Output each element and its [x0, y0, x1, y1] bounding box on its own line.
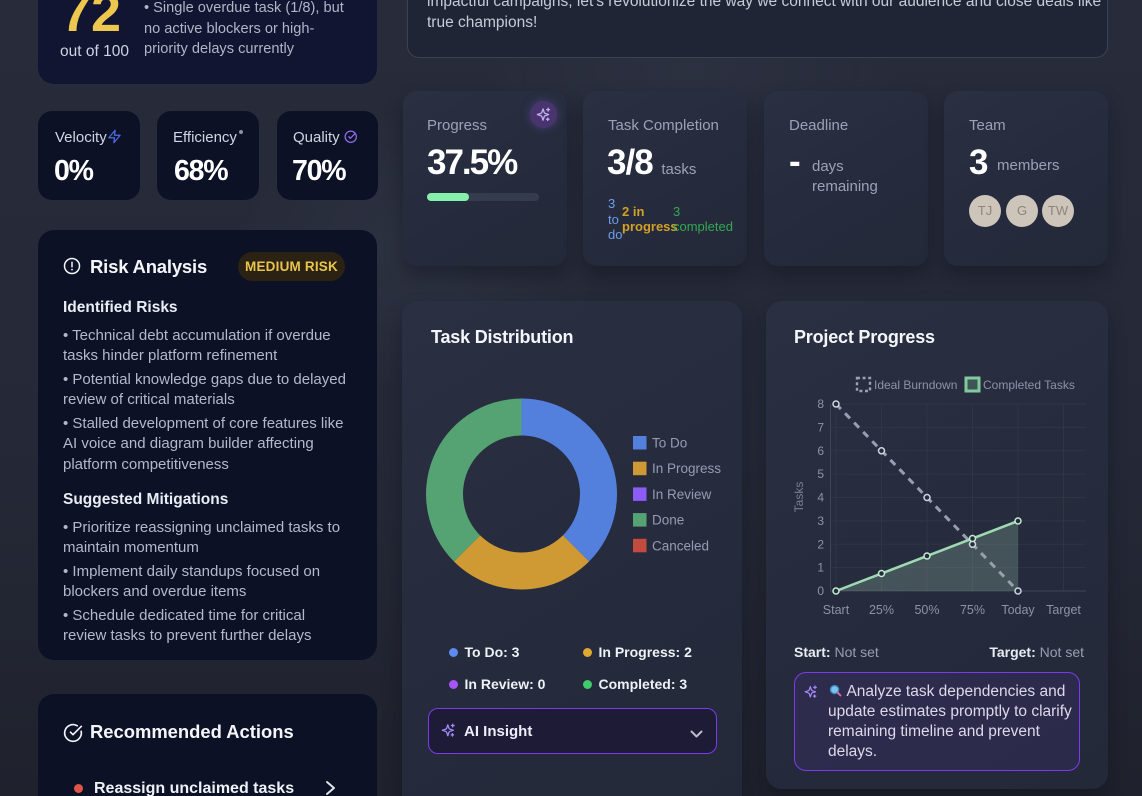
- svg-text:Tasks: Tasks: [792, 482, 806, 513]
- svg-text:7: 7: [817, 420, 824, 434]
- svg-text:To Do: To Do: [652, 436, 687, 451]
- svg-text:Today: Today: [1001, 603, 1035, 617]
- svg-text:25%: 25%: [869, 603, 894, 617]
- svg-text:Completed Tasks: Completed Tasks: [983, 378, 1075, 392]
- svg-text:0: 0: [817, 584, 824, 598]
- svg-text:5: 5: [817, 467, 824, 481]
- svg-text:6: 6: [817, 444, 824, 458]
- svg-text:4: 4: [817, 491, 824, 505]
- svg-text:In Progress: In Progress: [652, 461, 721, 476]
- svg-text:3: 3: [817, 514, 824, 528]
- svg-text:Canceled: Canceled: [652, 538, 709, 553]
- svg-text:Ideal Burndown: Ideal Burndown: [874, 378, 957, 392]
- svg-text:1: 1: [817, 561, 824, 575]
- svg-text:Start: Start: [823, 603, 850, 617]
- svg-text:50%: 50%: [914, 603, 939, 617]
- svg-text:8: 8: [817, 397, 824, 411]
- svg-text:Done: Done: [652, 513, 684, 528]
- svg-text:2: 2: [817, 537, 824, 551]
- svg-text:Target: Target: [1046, 603, 1081, 617]
- svg-text:75%: 75%: [960, 603, 985, 617]
- svg-text:In Review: In Review: [652, 487, 712, 502]
